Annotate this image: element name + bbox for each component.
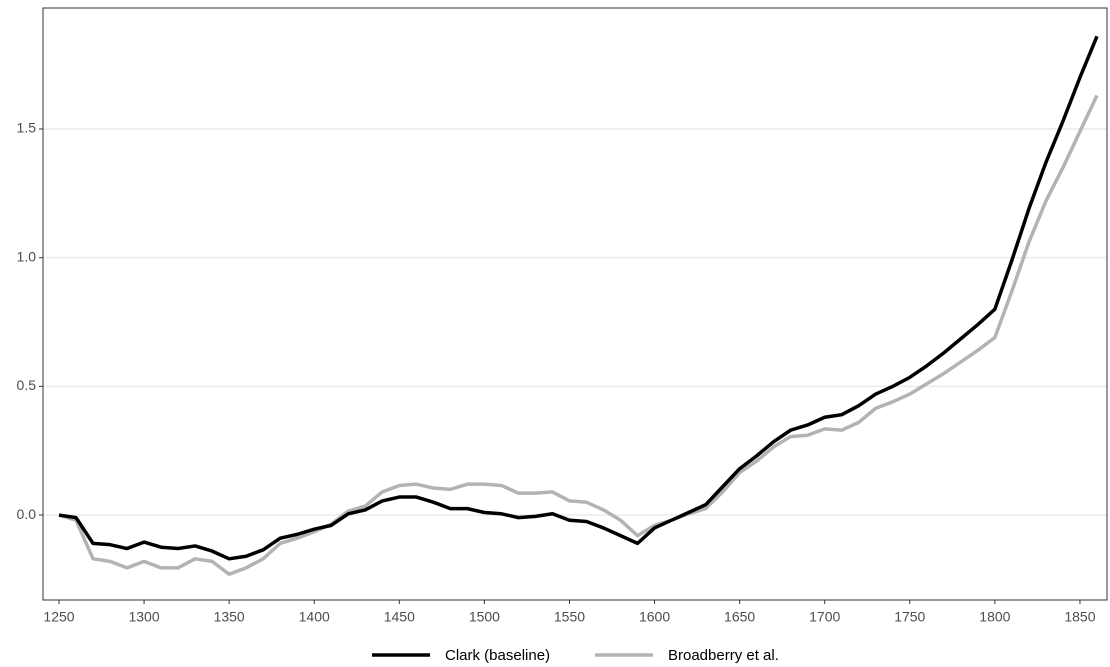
y-tick-label: 0.5 bbox=[17, 377, 37, 393]
x-tick-label: 1350 bbox=[214, 609, 245, 625]
legend: Clark (baseline) Broadberry et al. bbox=[372, 647, 779, 664]
y-tick-label: 0.0 bbox=[17, 506, 37, 522]
x-tick-label: 1500 bbox=[469, 609, 500, 625]
x-tick-label: 1800 bbox=[979, 609, 1010, 625]
x-tick-label: 1600 bbox=[639, 609, 670, 625]
plot-border bbox=[42, 7, 1108, 601]
x-tick-label: 1450 bbox=[384, 609, 415, 625]
x-tick-label: 1650 bbox=[724, 609, 755, 625]
x-tick-label: 1550 bbox=[554, 609, 585, 625]
series-line bbox=[58, 35, 1099, 561]
x-tick-label: 1400 bbox=[299, 609, 330, 625]
x-tick-label: 1750 bbox=[894, 609, 925, 625]
series-line bbox=[58, 94, 1099, 577]
x-tick-label: 1250 bbox=[43, 609, 74, 625]
x-tick-label: 1700 bbox=[809, 609, 840, 625]
y-tick-label: 1.0 bbox=[17, 248, 37, 264]
x-tick-label: 1850 bbox=[1064, 609, 1095, 625]
y-tick-label: 1.5 bbox=[17, 120, 37, 136]
legend-label: Clark (baseline) bbox=[445, 647, 550, 664]
x-tick-label: 1300 bbox=[128, 609, 159, 625]
legend-label: Broadberry et al. bbox=[668, 647, 779, 664]
